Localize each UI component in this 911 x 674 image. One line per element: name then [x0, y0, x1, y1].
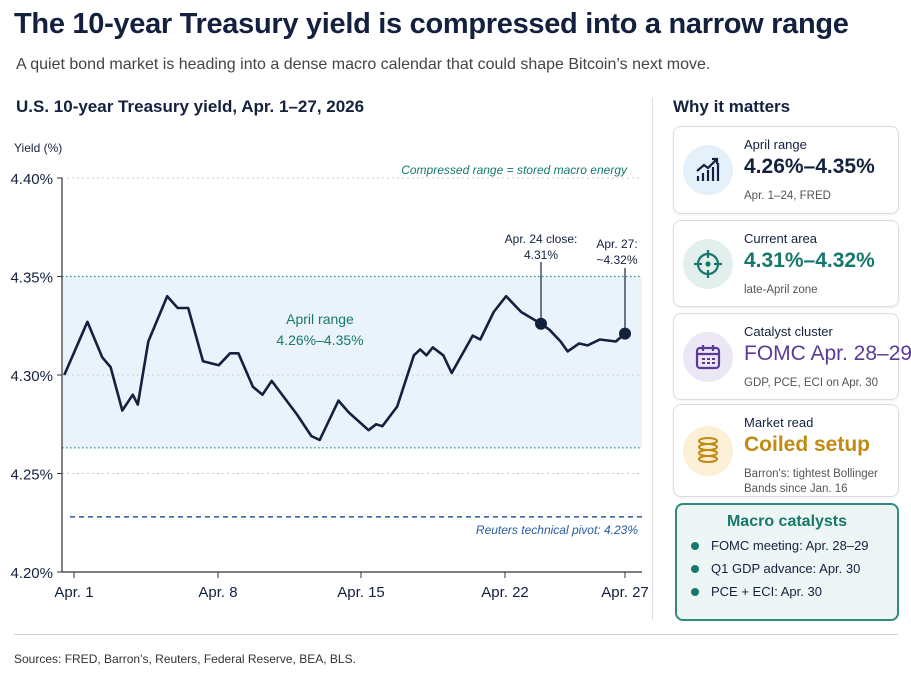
x-tick-label: Apr. 15 [337, 584, 385, 601]
y-tick-label: 4.20% [10, 565, 53, 582]
card-label: April range [744, 137, 807, 152]
card-label: Current area [744, 231, 817, 246]
card-market-read: Market read Coiled setup Barron's: tight… [673, 404, 899, 497]
card-subtext: Apr. 1–24, FRED [744, 190, 831, 202]
calendar-icon [683, 331, 733, 382]
april-range-band [62, 276, 642, 448]
macro-title: Macro catalysts [726, 513, 848, 530]
macro-catalysts-box: Macro catalysts FOMC meeting: Apr. 28–29… [675, 503, 899, 621]
divider [652, 98, 653, 620]
y-tick-label: 4.25% [10, 467, 53, 484]
y-tick-label: 4.30% [10, 368, 53, 385]
bullet-icon [691, 564, 699, 573]
card-value: 4.26%–4.35% [744, 155, 875, 178]
band-label-2: 4.26%–4.35% [276, 332, 363, 348]
y-axis-label: Yield (%) [14, 141, 62, 155]
card-subtext: late-April zone [744, 284, 818, 296]
card-value: FOMC Apr. 28–29 [744, 342, 911, 365]
marker-label: Apr. 27: [596, 237, 637, 251]
card-subtext: GDP, PCE, ECI on Apr. 30 [744, 377, 879, 389]
coil-spring-icon [683, 425, 733, 476]
band-label-1: April range [286, 311, 354, 327]
y-tick-label: 4.35% [10, 270, 53, 287]
list-item: PCE + ECI: Apr. 30 [691, 583, 897, 600]
list-item: FOMC meeting: Apr. 28–29 [691, 537, 897, 554]
page-subtitle: A quiet bond market is heading into a de… [16, 56, 711, 73]
bullet-icon [691, 541, 699, 550]
top-note: Compressed range = stored macro energy [401, 163, 628, 177]
sidebar-title: Why it matters [673, 97, 791, 116]
card-value: 4.31%–4.32% [744, 249, 875, 272]
list-item: Q1 GDP advance: Apr. 30 [691, 560, 897, 577]
card-subtext: Barron's: tightest Bollinger Bands since… [744, 468, 878, 495]
sources: Sources: FRED, Barron’s, Reuters, Federa… [14, 652, 356, 666]
card-label: Catalyst cluster [744, 324, 833, 339]
card-catalyst-cluster: Catalyst cluster FOMC Apr. 28–29 GDP, PC… [673, 313, 911, 400]
marker-point [619, 327, 631, 340]
crosshair-icon [683, 238, 733, 289]
chart-title: U.S. 10-year Treasury yield, Apr. 1–27, … [16, 97, 365, 116]
x-tick-label: Apr. 27 [601, 584, 649, 601]
pivot-label: Reuters technical pivot: 4.23% [476, 523, 638, 537]
page-title: The 10-year Treasury yield is compressed… [14, 8, 849, 40]
x-tick-label: Apr. 8 [198, 584, 237, 601]
chart-growth-icon [683, 145, 733, 195]
marker-value: ~4.32% [596, 253, 637, 267]
x-tick-label: Apr. 1 [54, 584, 93, 601]
card-april-range: April range 4.26%–4.35% Apr. 1–24, FRED [673, 126, 899, 214]
card-label: Market read [744, 415, 814, 430]
bullet-icon [691, 587, 699, 596]
marker-value: 4.31% [524, 248, 558, 262]
x-tick-label: Apr. 22 [481, 584, 529, 601]
card-value: Coiled setup [744, 433, 871, 456]
marker-point [535, 317, 547, 330]
marker-label: Apr. 24 close: [505, 232, 578, 246]
yield-chart: Yield (%) Compressed range = stored macr… [10, 141, 649, 601]
card-current-area: Current area 4.31%–4.32% late-April zone [673, 220, 899, 307]
footer-divider [14, 634, 898, 635]
y-tick-label: 4.40% [10, 171, 53, 188]
